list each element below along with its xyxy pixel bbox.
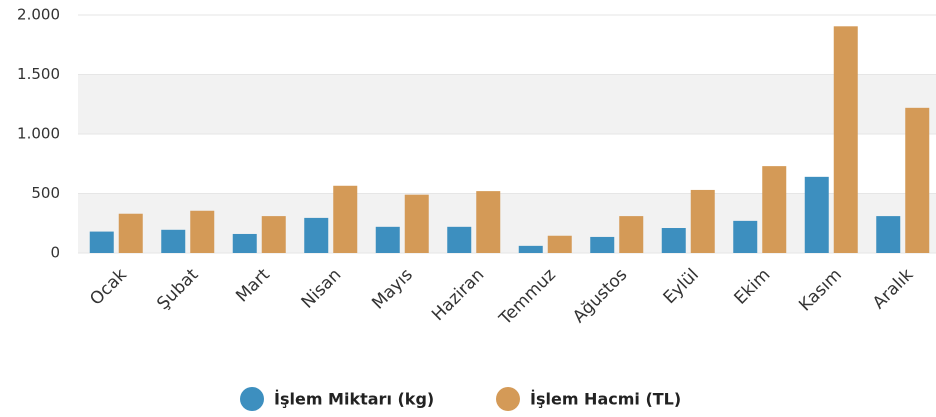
x-tick-label: Kasım	[795, 265, 846, 316]
bar	[375, 226, 400, 253]
x-tick-label: Ekim	[731, 265, 775, 309]
x-tick-label: Haziran	[428, 265, 488, 325]
x-tick-label: Nisan	[298, 265, 346, 313]
bar	[619, 216, 644, 253]
bar	[447, 226, 472, 253]
x-tick-label: Mart	[232, 265, 274, 307]
bar	[804, 176, 829, 253]
bar	[118, 213, 143, 253]
bar	[232, 233, 257, 253]
y-tick-label: 1.500	[17, 65, 60, 83]
grid-band	[78, 193, 936, 253]
bar	[661, 228, 686, 253]
x-tick-label: Mayıs	[368, 265, 417, 314]
bar	[190, 210, 215, 253]
bar	[833, 26, 858, 254]
bar	[161, 229, 186, 253]
grid-band	[78, 74, 936, 134]
legend-marker	[240, 387, 264, 411]
x-tick-label: Temmuz	[495, 265, 560, 330]
bar	[733, 220, 758, 253]
x-tick-label: Aralık	[869, 265, 917, 313]
x-tick-label: Ocak	[86, 265, 131, 310]
bar	[690, 189, 715, 253]
legend-marker	[496, 387, 520, 411]
bar	[304, 217, 329, 253]
y-tick-label: 2.000	[17, 6, 60, 24]
bar	[261, 216, 286, 253]
y-tick-label: 1.000	[17, 125, 60, 143]
x-tick-label: Şubat	[153, 265, 202, 314]
bar	[89, 231, 114, 253]
y-tick-label: 500	[31, 184, 60, 202]
bar	[905, 107, 930, 253]
bar	[476, 191, 501, 253]
legend-label: İşlem Hacmi (TL)	[530, 390, 681, 409]
x-tick-label: Ağustos	[569, 265, 631, 327]
bar	[590, 236, 615, 253]
bar	[518, 245, 543, 253]
bar	[547, 235, 572, 253]
bar	[404, 194, 429, 253]
bar	[876, 216, 901, 253]
legend-label: İşlem Miktarı (kg)	[274, 390, 434, 409]
bar	[762, 166, 787, 253]
x-tick-label: Eylül	[660, 265, 703, 308]
bar	[333, 185, 358, 253]
y-tick-label: 0	[50, 244, 60, 262]
